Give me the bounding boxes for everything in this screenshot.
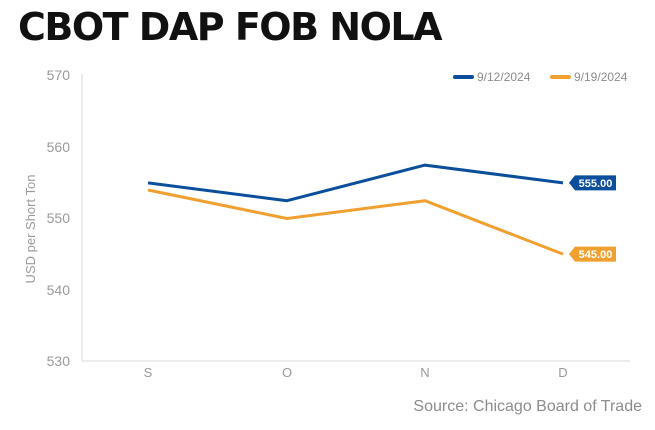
end-label-9-12-2024: 555.00: [569, 175, 616, 191]
y-tick-label: 570: [47, 67, 71, 83]
x-tick-label: O: [282, 365, 292, 380]
end-label-value: 545.00: [579, 249, 613, 261]
y-tick-label: 560: [47, 139, 71, 155]
end-label-9-19-2024: 545.00: [569, 246, 616, 262]
source-note: Source: Chicago Board of Trade: [413, 398, 642, 415]
series-line-9-12-2024: [147, 163, 564, 203]
y-tick-label: 530: [47, 353, 71, 369]
y-axis-title: USD per Short Ton: [23, 175, 38, 284]
legend-label-9-12-2024: 9/12/2024: [477, 70, 531, 84]
end-label-badge: [569, 246, 616, 262]
end-label-badge: [569, 175, 616, 191]
y-tick-label: 550: [47, 210, 71, 226]
x-tick-label: N: [420, 365, 429, 380]
x-tick-label: S: [144, 365, 153, 380]
legend: 9/12/2024 9/19/2024: [453, 70, 628, 84]
x-tick-label: D: [558, 365, 567, 380]
end-label-value: 555.00: [579, 178, 613, 190]
y-tick-label: 540: [47, 282, 71, 298]
legend-label-9-19-2024: 9/19/2024: [574, 70, 628, 84]
series-line-9-19-2024: [147, 188, 564, 256]
chart-title: CBOT DAP FOB NOLA: [18, 5, 443, 49]
